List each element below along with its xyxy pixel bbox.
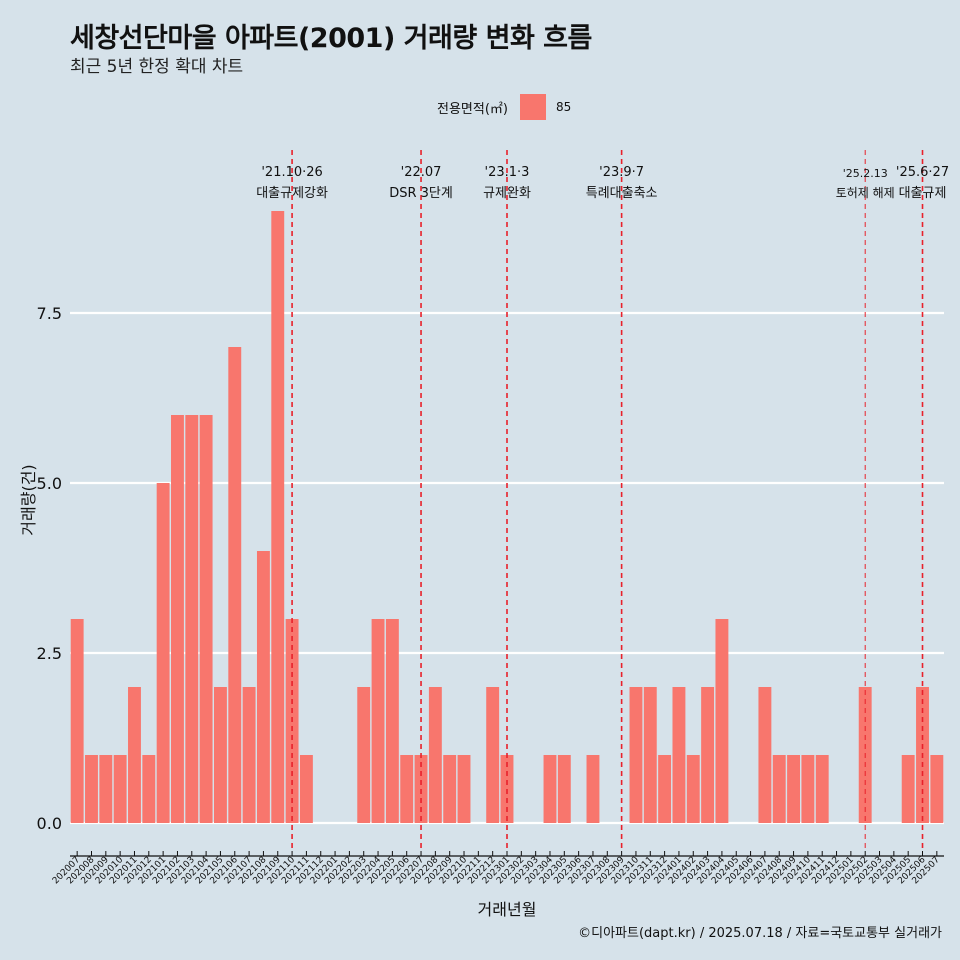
event-date-label: '22.07 (401, 165, 442, 180)
event-label: 대출규제강화 (256, 186, 328, 201)
bar (428, 687, 442, 823)
bar (385, 619, 399, 823)
bar (443, 755, 457, 823)
y-tick-label: 5.0 (37, 474, 62, 493)
bar (85, 755, 98, 823)
bar (758, 687, 772, 823)
bar (787, 755, 801, 823)
legend-title: 전용면적(㎡) (437, 101, 508, 117)
bar (486, 687, 500, 823)
bar (128, 687, 141, 823)
event-label: 토허제 해제 (836, 186, 895, 200)
source-caption: ©디아파트(dapt.kr) / 2025.07.18 / 자료=국토교통부 실… (578, 926, 942, 941)
bar (643, 687, 657, 823)
bar (242, 687, 256, 823)
bar (199, 415, 213, 823)
legend-label: 85 (555, 100, 572, 114)
bar (543, 755, 557, 823)
y-tick-label: 7.5 (37, 304, 62, 323)
bar (672, 687, 686, 823)
bar (801, 755, 815, 823)
bar (271, 211, 285, 823)
bar (930, 755, 944, 823)
bar (701, 687, 715, 823)
bar (357, 687, 371, 823)
y-tick-label: 0.0 (37, 814, 62, 833)
event-label: 규제완화 (483, 186, 531, 201)
event-date-label: '23.1·3 (485, 165, 530, 180)
bar (256, 551, 270, 823)
x-axis-title: 거래년월 (478, 900, 537, 919)
legend: 전용면적(㎡) 85 (437, 93, 571, 121)
event-label: 특례대출축소 (586, 186, 658, 201)
event-date-label: '23.9·7 (599, 165, 644, 180)
bar (586, 755, 600, 823)
bar (901, 755, 915, 823)
bar (142, 755, 156, 823)
event-date-label: '25.6·27 (896, 165, 949, 180)
bar (185, 415, 199, 823)
bar (815, 755, 829, 823)
bar (772, 755, 786, 823)
bar (70, 619, 84, 823)
event-annotations: '21.10·26 대출규제강화 '22.07 DSR 3단계 '23.1·3 규제완화 '… (256, 150, 949, 850)
bar (371, 619, 385, 823)
event-date-label: '21.10·26 (261, 165, 322, 180)
chart-title: 세창선단마을 아파트(2001) 거래량 변화 흐름 (70, 23, 592, 54)
event-label: DSR 3단계 (389, 186, 453, 201)
bar (686, 755, 700, 823)
bar (658, 755, 672, 823)
bar (99, 755, 113, 823)
bar (228, 347, 242, 823)
bar (629, 687, 643, 823)
bar (715, 619, 729, 823)
legend-key-swatch (519, 94, 546, 120)
chart-subtitle: 최근 5년 한정 확대 차트 (70, 57, 244, 77)
bar (457, 755, 471, 823)
bar (156, 483, 170, 823)
event-label: 대출규제 (899, 186, 947, 201)
y-axis-title: 거래량(건) (19, 464, 38, 535)
bars (70, 211, 944, 823)
event-date-label: '25.2.13 (843, 167, 888, 180)
bar (213, 687, 227, 823)
y-tick-label: 2.5 (37, 644, 62, 663)
bar (113, 755, 127, 823)
bar (171, 415, 184, 823)
bar (557, 755, 571, 823)
bar (400, 755, 414, 823)
bar (299, 755, 313, 823)
